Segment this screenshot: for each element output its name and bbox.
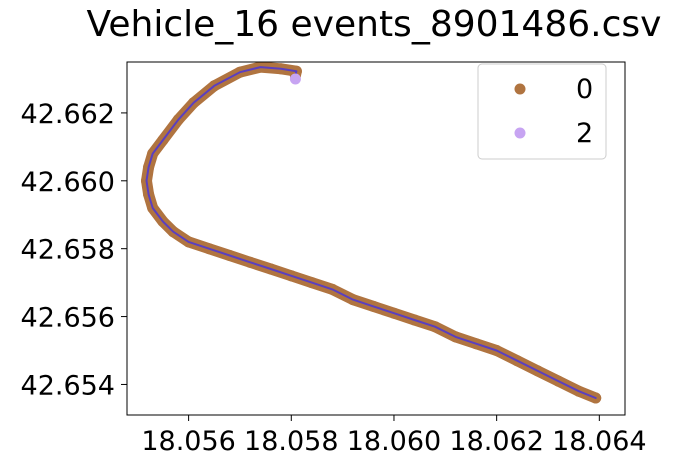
y-axis: 42.654 42.656 42.658 42.660 42.662 [21, 99, 127, 401]
plot-area-frame [126, 61, 626, 416]
x-axis: 18.056 18.058 18.060 18.062 18.064 [141, 415, 647, 457]
x-tick-label: 18.056 [141, 426, 235, 457]
legend: 0 2 [477, 63, 607, 160]
legend-label-2: 2 [576, 118, 593, 149]
chart-title: Vehicle_16 events_8901486.csv [87, 4, 662, 45]
x-tick-label: 18.060 [347, 426, 441, 457]
y-tick-label: 42.662 [21, 99, 115, 130]
x-tick-label: 18.062 [449, 426, 543, 457]
data-layer [141, 61, 602, 404]
y-tick-label: 42.656 [21, 303, 115, 334]
legend-marker-2 [514, 127, 526, 139]
y-tick-label: 42.654 [21, 370, 115, 401]
x-tick-label: 18.064 [552, 426, 646, 457]
x-tick-label: 18.058 [244, 426, 338, 457]
y-tick-label: 42.658 [21, 235, 115, 266]
y-tick-label: 42.660 [21, 167, 115, 198]
legend-marker-0 [514, 83, 526, 95]
series-2-point [289, 73, 301, 85]
legend-box [477, 63, 607, 160]
series-0-path-line [145, 66, 597, 399]
legend-label-0: 0 [576, 74, 593, 105]
